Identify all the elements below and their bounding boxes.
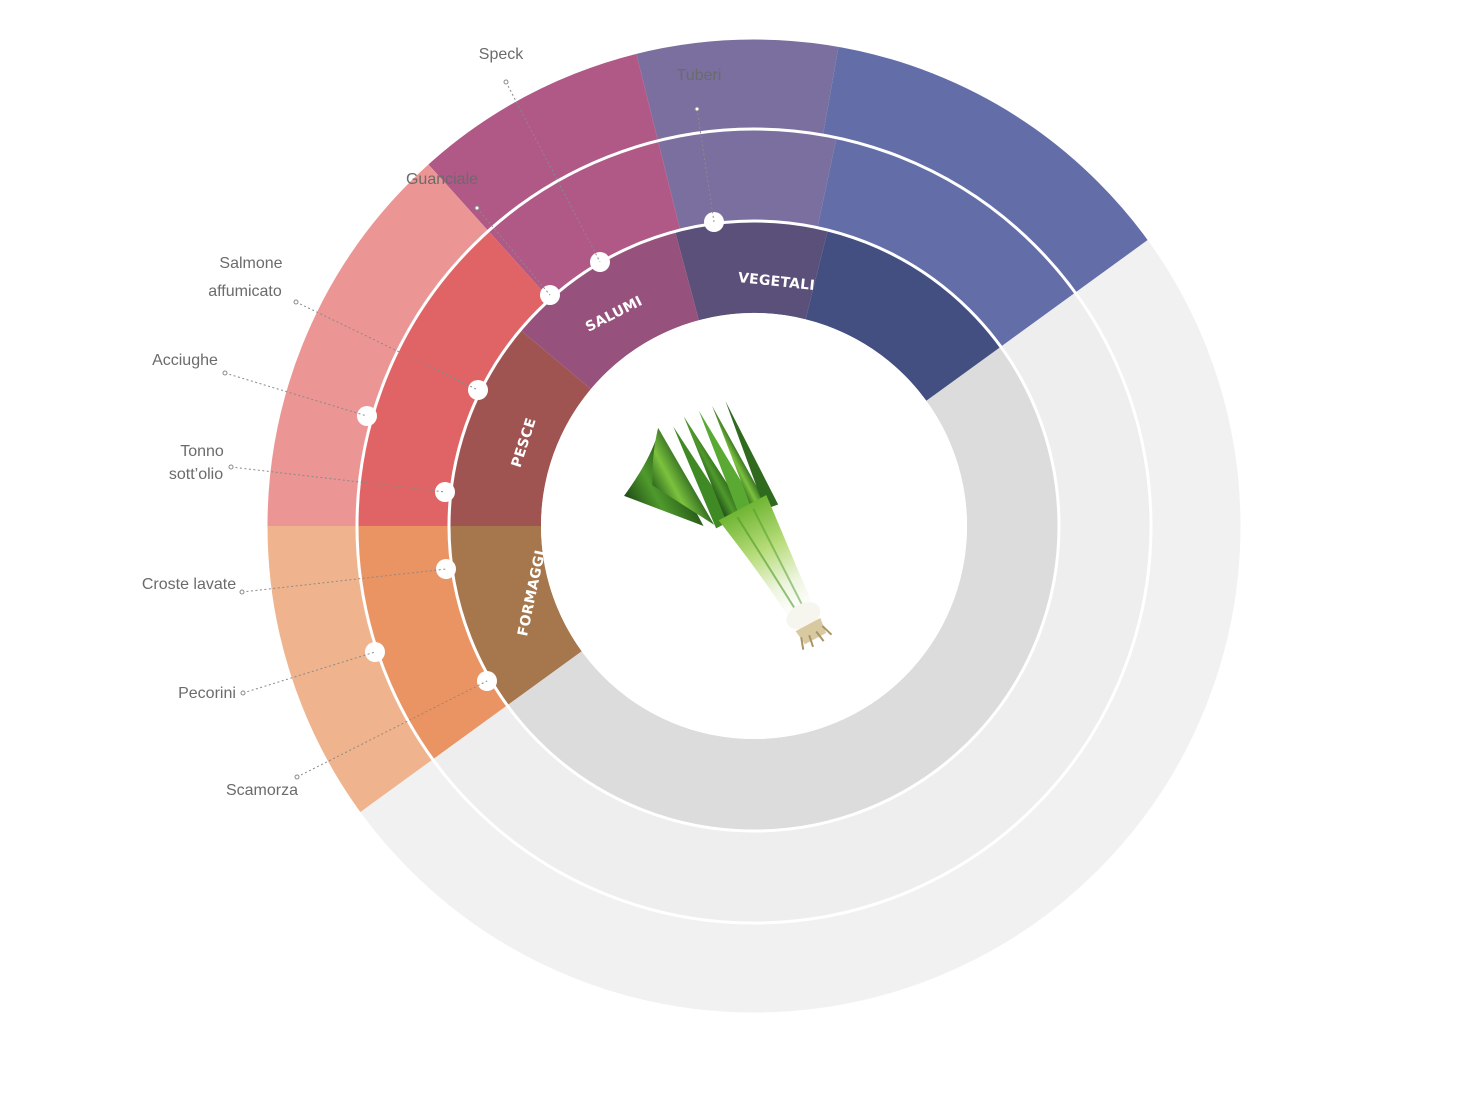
leader-line-salmone bbox=[295, 301, 479, 391]
label-salmone-line1: Salmone bbox=[219, 255, 282, 272]
label-tonno-line1: Tonno bbox=[180, 443, 224, 460]
label-salmone-line2: affumicato bbox=[208, 283, 282, 300]
empty-sector-middle bbox=[432, 292, 1151, 923]
leader-line-croste bbox=[241, 568, 447, 593]
label-speck: Speck bbox=[479, 46, 524, 63]
sector-salumi-inner bbox=[520, 231, 699, 390]
sector-formaggi-middle bbox=[357, 526, 508, 760]
marker-acciughe bbox=[357, 406, 377, 426]
sector-blue-outer bbox=[822, 45, 1149, 293]
leader-dot-pecorini bbox=[240, 690, 246, 696]
marker-croste bbox=[436, 559, 456, 579]
label-tonno-line2: sott’olio bbox=[169, 466, 223, 483]
leek-image bbox=[624, 401, 833, 650]
leader-dot-tuberi bbox=[694, 106, 700, 112]
leader-dot-acciughe bbox=[222, 370, 228, 376]
leader-dot-tonno bbox=[228, 464, 234, 470]
marker-salmone bbox=[468, 380, 488, 400]
sector-salumi-outer bbox=[427, 52, 658, 231]
sector-formaggi-outer bbox=[266, 526, 433, 813]
leader-line-scamorza bbox=[296, 680, 488, 778]
ring-separator-1 bbox=[355, 127, 1153, 925]
sector-vegetali-inner bbox=[675, 220, 828, 321]
label-acciughe: Acciughe bbox=[152, 352, 218, 369]
leader-dot-salmone bbox=[293, 299, 299, 305]
leader-line-guanciale bbox=[476, 207, 551, 296]
sector-salumi-middle bbox=[488, 140, 681, 300]
marker-tonno bbox=[435, 482, 455, 502]
empty-sector-inner bbox=[507, 346, 1059, 831]
label-scamorza: Scamorza bbox=[226, 782, 298, 799]
leader-dot-croste bbox=[239, 589, 245, 595]
leader-dot-speck bbox=[503, 79, 509, 85]
label-guanciale: Guanciale bbox=[406, 171, 478, 188]
label-pecorini: Pecorini bbox=[178, 685, 236, 702]
sector-formaggi-inner bbox=[449, 526, 582, 706]
leader-line-pecorini bbox=[242, 651, 376, 694]
ring-separator-0 bbox=[447, 219, 1061, 833]
item-labels: Speck Tuberi Guanciale Salmone affumicat… bbox=[142, 46, 722, 799]
label-tuberi: Tuberi bbox=[677, 67, 722, 84]
ring-separator-2 bbox=[264, 36, 1244, 1016]
sector-vegetali-outer bbox=[635, 38, 839, 141]
label-croste-lavate: Croste lavate bbox=[142, 576, 236, 593]
sector-vegetali-middle bbox=[657, 129, 837, 231]
sector-blue-middle bbox=[817, 137, 1076, 347]
sector-pesce-outer bbox=[266, 163, 489, 526]
marker-pecorini bbox=[365, 642, 385, 662]
category-sectors bbox=[266, 38, 1149, 813]
leader-dot-guanciale bbox=[474, 205, 480, 211]
leader-dot-scamorza bbox=[294, 774, 300, 780]
sector-pesce-inner bbox=[449, 329, 591, 526]
sector-pesce-middle bbox=[357, 230, 550, 527]
leader-line-tuberi bbox=[696, 108, 715, 223]
sector-blue-inner bbox=[805, 230, 1001, 401]
leader-lines bbox=[222, 79, 715, 780]
